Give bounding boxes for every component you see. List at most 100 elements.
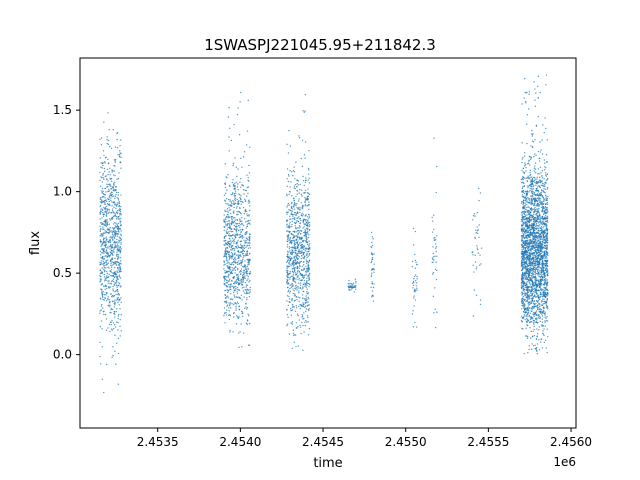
data-point	[297, 184, 300, 186]
data-point	[544, 172, 547, 174]
data-point	[522, 216, 525, 218]
data-point	[541, 347, 544, 349]
data-point	[301, 248, 303, 250]
data-point	[224, 209, 226, 211]
data-point	[100, 309, 103, 311]
data-point	[306, 196, 309, 198]
data-point	[109, 304, 111, 306]
data-point	[307, 269, 310, 271]
data-point	[411, 260, 414, 263]
data-point	[102, 228, 104, 230]
data-point	[307, 270, 309, 272]
data-point	[524, 203, 527, 205]
data-point	[303, 245, 306, 248]
data-point	[247, 220, 250, 222]
data-point	[301, 236, 303, 239]
data-point	[522, 190, 525, 192]
data-point	[241, 287, 244, 289]
data-point	[538, 160, 541, 162]
data-point	[236, 242, 238, 244]
data-point	[249, 223, 251, 225]
data-point	[286, 309, 288, 311]
data-point	[300, 207, 302, 209]
data-point	[306, 191, 309, 194]
data-point	[546, 336, 549, 338]
data-point	[247, 242, 249, 244]
data-point	[528, 252, 530, 254]
data-point	[117, 267, 119, 270]
data-point	[300, 230, 303, 232]
data-point	[290, 213, 292, 215]
data-point	[526, 92, 528, 94]
data-point	[296, 272, 298, 275]
data-point	[112, 244, 114, 246]
data-point	[542, 219, 544, 221]
data-point	[308, 169, 310, 171]
data-point	[102, 260, 104, 263]
data-point	[436, 269, 438, 272]
data-point	[249, 146, 251, 149]
data-point	[118, 293, 120, 295]
data-point	[246, 213, 248, 215]
data-point	[249, 201, 251, 203]
data-point	[286, 246, 289, 248]
data-point	[244, 198, 246, 201]
data-point	[538, 275, 541, 278]
data-point	[107, 185, 109, 188]
data-point	[308, 228, 311, 231]
data-point	[294, 243, 297, 246]
data-point	[537, 191, 540, 193]
data-point	[297, 180, 300, 182]
data-point	[543, 207, 545, 210]
data-point	[299, 273, 301, 276]
data-point	[301, 273, 304, 276]
data-point	[109, 241, 112, 244]
data-point	[287, 316, 289, 319]
data-point	[537, 115, 539, 118]
data-point	[232, 291, 235, 294]
data-point	[114, 197, 116, 200]
data-point	[537, 260, 540, 263]
data-point	[226, 282, 229, 284]
data-point	[112, 182, 115, 184]
data-point	[539, 304, 541, 306]
data-point	[101, 295, 104, 298]
data-point	[288, 273, 290, 275]
data-point	[118, 202, 120, 205]
data-point	[231, 244, 233, 247]
data-point	[289, 256, 291, 258]
data-point	[230, 255, 232, 257]
data-point	[116, 270, 118, 272]
data-point	[544, 254, 546, 257]
data-point	[101, 252, 104, 254]
data-point	[531, 218, 533, 221]
data-point	[224, 297, 227, 299]
data-point	[234, 219, 236, 221]
data-point	[432, 220, 434, 222]
data-point	[104, 246, 107, 248]
data-point	[296, 261, 298, 263]
data-point	[307, 334, 310, 336]
data-point	[231, 256, 233, 258]
data-point	[118, 241, 120, 244]
data-point	[116, 230, 118, 233]
data-point	[240, 244, 242, 247]
data-point	[539, 283, 542, 286]
data-point	[534, 260, 537, 263]
data-point	[302, 349, 304, 352]
data-point	[293, 334, 295, 337]
data-point	[235, 258, 237, 261]
data-point	[305, 259, 307, 261]
data-point	[295, 228, 297, 230]
data-point	[295, 305, 298, 307]
data-point	[111, 356, 113, 359]
data-point	[102, 212, 104, 214]
data-point	[239, 218, 241, 220]
data-point	[117, 258, 119, 260]
data-point	[295, 267, 297, 269]
data-point	[104, 237, 106, 240]
data-point	[223, 276, 225, 279]
data-point	[225, 259, 228, 261]
data-point	[539, 308, 541, 310]
data-point	[536, 335, 538, 337]
